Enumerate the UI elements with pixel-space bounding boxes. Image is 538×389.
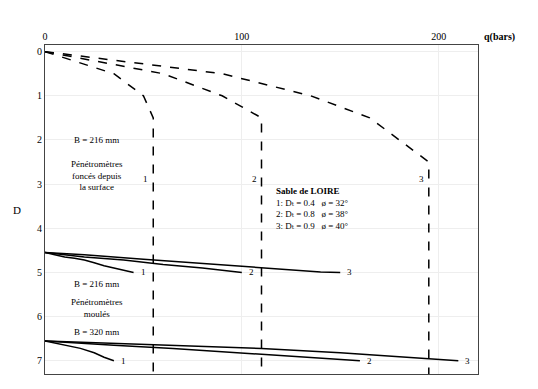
svg-text:2: 2 (367, 356, 372, 366)
svg-text:0: 0 (43, 31, 48, 42)
svg-text:q(bars): q(bars) (484, 31, 515, 43)
svg-text:7: 7 (37, 355, 42, 366)
svg-text:5: 5 (37, 267, 42, 278)
svg-text:Sable de LOIRE1: Dₜ = 0.4 ø: Sable de LOIRE1: Dₜ = 0.4 ø = 32°2: Dₜ =… (276, 186, 349, 231)
svg-text:B = 216 mm: B = 216 mm (74, 135, 119, 145)
svg-text:Pénétromètresmoulés: Pénétromètresmoulés (71, 297, 123, 319)
svg-text:1: 1 (141, 267, 146, 277)
svg-text:1: 1 (37, 90, 42, 101)
svg-text:3: 3 (37, 179, 42, 190)
svg-text:4: 4 (37, 223, 42, 234)
svg-text:2: 2 (252, 174, 257, 184)
svg-text:3: 3 (465, 356, 470, 366)
svg-text:100: 100 (234, 31, 249, 42)
svg-text:B = 320 mm: B = 320 mm (74, 327, 119, 337)
svg-text:D: D (13, 204, 21, 216)
svg-text:2: 2 (249, 267, 254, 277)
svg-text:200: 200 (431, 31, 446, 42)
svg-text:B = 216 mm: B = 216 mm (74, 279, 119, 289)
svg-text:1: 1 (121, 356, 126, 366)
svg-text:6: 6 (37, 311, 42, 322)
svg-text:1: 1 (143, 174, 148, 184)
svg-text:Pénétromètresfoncés depuisla s: Pénétromètresfoncés depuisla surface (71, 159, 123, 192)
svg-text:2: 2 (37, 134, 42, 145)
svg-text:3: 3 (419, 174, 424, 184)
svg-text:0: 0 (37, 46, 42, 57)
svg-text:3: 3 (347, 267, 352, 277)
